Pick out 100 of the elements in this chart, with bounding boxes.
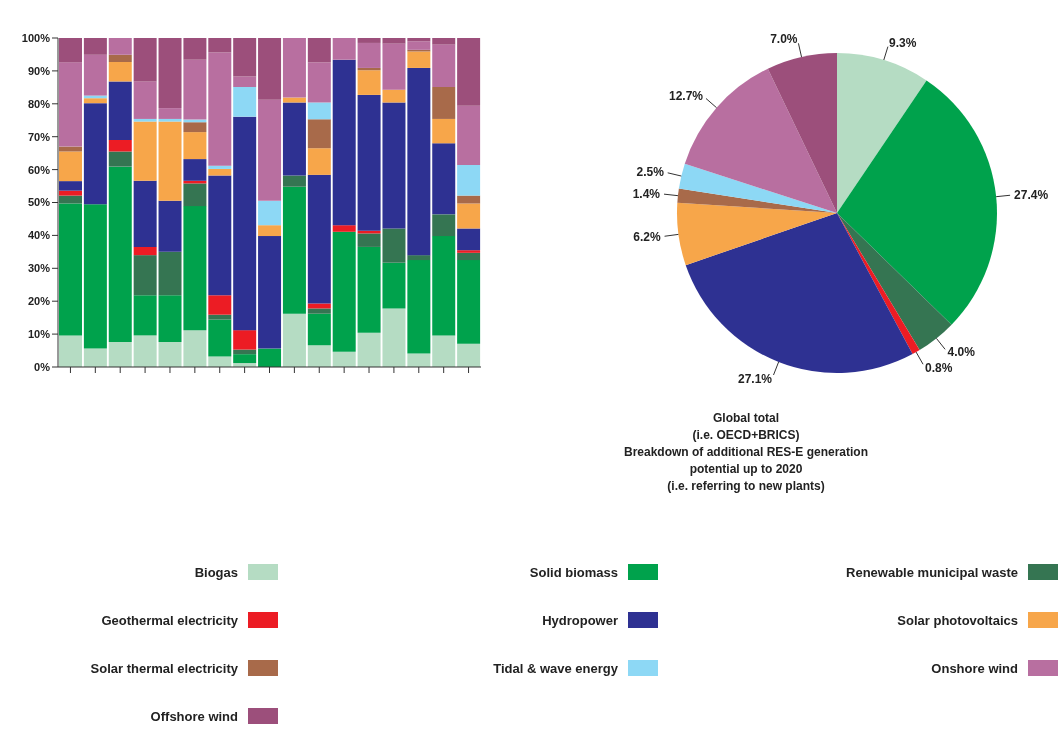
bar (133, 335, 157, 367)
bar (258, 99, 282, 201)
bar (457, 343, 481, 367)
bar (133, 118, 157, 122)
bar (183, 159, 207, 181)
legend-label: Biogas (194, 564, 238, 580)
bar (432, 143, 456, 215)
y-tick-label: 50% (27, 196, 51, 209)
bar (108, 139, 132, 152)
data-label: 12.7% (668, 88, 704, 103)
bar (108, 81, 132, 140)
bar (59, 62, 82, 147)
bar (307, 102, 331, 120)
y-tick-label: 90% (27, 64, 51, 77)
pie-slice (767, 53, 837, 213)
data-label: 7.0% (770, 32, 798, 47)
data-label: 0.8% (925, 360, 953, 375)
y-tick-label: 10% (27, 328, 51, 341)
data-label: 9.3% (889, 35, 917, 50)
bar (208, 295, 232, 315)
bar (108, 342, 132, 367)
bar (108, 62, 132, 82)
bar (457, 228, 481, 251)
bar (407, 255, 431, 261)
bar (282, 38, 306, 98)
legend-label: Solid biomass (529, 564, 618, 580)
bar (332, 351, 356, 367)
y-tick-label: 100% (21, 31, 51, 44)
bar (158, 251, 182, 296)
bar (133, 121, 157, 181)
bar (332, 231, 356, 352)
data-label: 4.0% (947, 345, 976, 360)
bar (432, 214, 456, 237)
legend-label: Hydropower (542, 612, 618, 628)
bar (457, 260, 481, 344)
y-tick-label: 30% (27, 262, 51, 275)
bar (133, 295, 157, 336)
bar (83, 54, 107, 96)
bar (59, 38, 82, 63)
y-tick-label: 0% (34, 360, 51, 373)
bar (208, 175, 232, 296)
bar (407, 260, 431, 354)
bar (457, 105, 481, 165)
bar (457, 203, 481, 229)
bar (133, 38, 157, 82)
bar (208, 38, 232, 53)
bar (59, 335, 82, 367)
y-tick-label: 20% (27, 295, 51, 308)
bar (307, 174, 331, 304)
bar (332, 225, 356, 232)
bar (233, 76, 257, 88)
bar (208, 314, 232, 320)
legend-label: Renewable municipal waste (846, 564, 1018, 580)
bar (83, 103, 107, 205)
bar (432, 87, 456, 119)
bar (208, 165, 232, 169)
bar (233, 38, 257, 77)
bar (133, 180, 157, 247)
y-tick-label: 40% (27, 229, 51, 242)
bar (233, 330, 257, 350)
bar (282, 313, 306, 367)
pie-slice (837, 53, 927, 213)
text: Global total (i.e. OECD+BRICS) (691, 410, 801, 444)
bar (457, 252, 481, 261)
bar (133, 81, 157, 119)
bar (233, 116, 257, 331)
bar (332, 59, 356, 226)
bar (208, 356, 232, 367)
bar (59, 203, 82, 336)
bar (407, 51, 431, 68)
bar (108, 54, 132, 63)
bar (307, 148, 331, 175)
data-label: 27.4% (1014, 187, 1049, 202)
bar (282, 102, 306, 176)
bar (432, 236, 456, 336)
bar (258, 225, 282, 237)
bar (307, 308, 331, 314)
bar (183, 122, 207, 133)
bar (83, 98, 107, 104)
bar (307, 38, 331, 63)
pie-slice (837, 80, 997, 325)
bar (133, 246, 157, 256)
bar (233, 87, 257, 117)
pie-slice (678, 163, 837, 213)
pie-slice (685, 213, 913, 373)
data-label: 2.5% (636, 164, 665, 179)
data-label: 6.2% (633, 229, 661, 244)
legend-label: Onshore wind (931, 660, 1018, 676)
bar (59, 146, 82, 152)
pie-slice (677, 188, 837, 213)
bar (282, 186, 306, 314)
bar (432, 335, 456, 367)
bar (282, 175, 306, 187)
bar (307, 345, 331, 367)
bar (457, 38, 481, 106)
legend-label: Solar thermal electricity (90, 660, 238, 676)
y-tick-label: 60% (27, 163, 51, 176)
text: Breakdown of additional RES-E generation potential up to 2020 (i.e. referring to new plants) (623, 444, 869, 495)
bar (233, 354, 257, 364)
bar (208, 319, 232, 357)
